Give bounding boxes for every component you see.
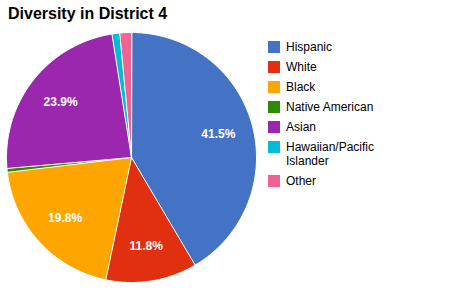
svg-text:23.9%: 23.9%	[44, 95, 78, 109]
html-text:Native American: Native American	[286, 100, 374, 114]
html-text:White: White	[286, 60, 317, 74]
html-text:Hawaiian/Pacific Islander: Hawaiian/Pacific Islander	[286, 140, 374, 168]
html-text:Diversity in District 4: Diversity in District 4	[8, 5, 168, 22]
svg-text:41.5%: 41.5%	[201, 127, 235, 141]
svg-text:11.8%: 11.8%	[129, 239, 163, 253]
svg-text:19.8%: 19.8%	[48, 211, 82, 225]
html-text:Other: Other	[286, 174, 316, 188]
html-text:Asian: Asian	[286, 120, 316, 134]
html-text:Hispanic: Hispanic	[286, 40, 332, 54]
html-text:Black: Black	[286, 80, 316, 94]
